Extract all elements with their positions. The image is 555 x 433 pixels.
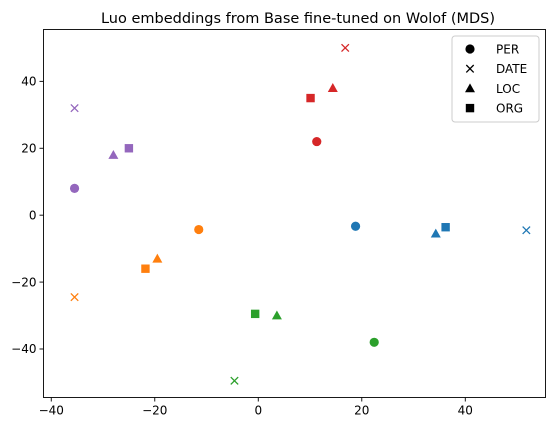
x-tick-label: 0 (254, 404, 262, 418)
y-tick-label: 40 (21, 75, 36, 89)
legend-label-per: PER (496, 43, 519, 57)
x-tick-label: −40 (39, 404, 64, 418)
legend-marker-loc (465, 83, 475, 93)
legend-box (451, 35, 540, 123)
point-blue-org (441, 223, 450, 232)
x-tick-label: 40 (458, 404, 473, 418)
y-tick-label: 20 (21, 141, 36, 155)
point-green-org (250, 309, 260, 319)
point-blue-per (350, 221, 361, 231)
plot-area (69, 43, 531, 385)
point-purple-org (124, 144, 134, 153)
legend-marker-per (465, 44, 475, 54)
chart-title: Luo embeddings from Base fine-tuned on W… (101, 11, 495, 27)
point-red-date (341, 43, 350, 53)
point-red-org (306, 93, 315, 103)
point-purple-per (69, 183, 80, 194)
legend-marker-org (465, 103, 475, 113)
legend-label-loc: LOC (496, 82, 520, 96)
point-purple-loc (108, 149, 119, 159)
y-tick-label: −40 (11, 342, 36, 356)
point-orange-loc (152, 253, 163, 263)
point-green-date (230, 376, 239, 385)
y-axis: −40 −20 0 20 40 (11, 75, 44, 356)
x-axis: −40 −20 0 20 40 (39, 397, 473, 418)
point-green-loc (271, 310, 282, 320)
legend: PER DATE LOC ORG (451, 35, 540, 123)
point-green-per (369, 337, 379, 347)
point-blue-date (522, 226, 531, 235)
legend-marker-date (465, 64, 475, 73)
point-orange-per (194, 224, 204, 235)
point-blue-loc (430, 228, 441, 238)
point-orange-org (141, 264, 150, 273)
point-red-loc (327, 83, 338, 92)
point-red-per (312, 136, 322, 147)
y-tick-label: 0 (29, 208, 37, 222)
x-tick-label: −20 (142, 404, 167, 418)
point-orange-date (70, 292, 79, 302)
legend-label-date: DATE (496, 62, 527, 76)
y-tick-label: −20 (11, 275, 36, 289)
plot-frame (43, 29, 546, 398)
legend-label-org: ORG (496, 102, 523, 116)
point-purple-date (70, 103, 79, 113)
x-tick-label: 20 (354, 404, 369, 418)
